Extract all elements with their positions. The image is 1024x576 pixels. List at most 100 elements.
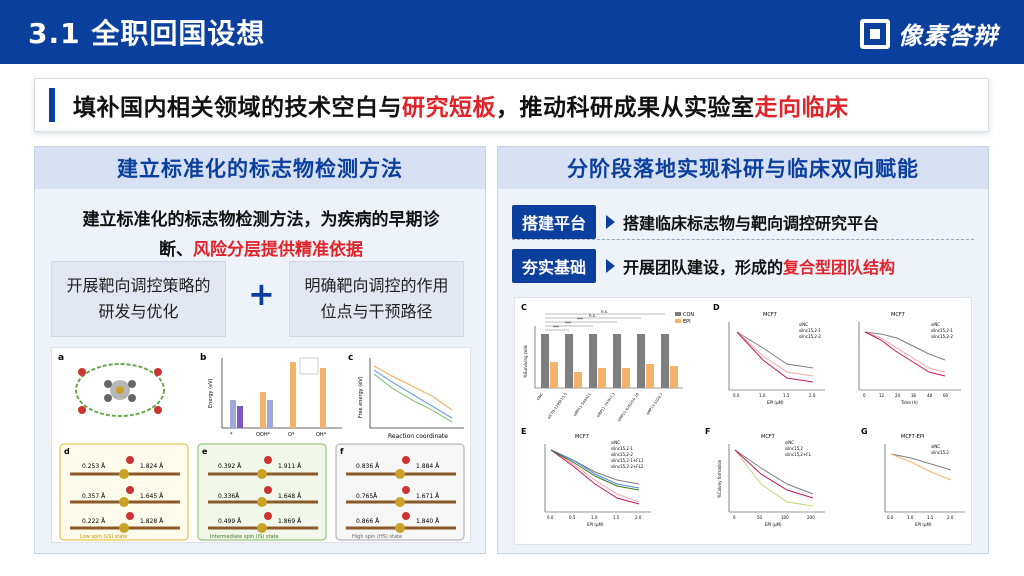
fig-label-a: a [58,353,64,363]
arrow-right-icon [606,259,616,273]
strategy-card: 开展靶向调控策略的 研发与优化 [51,261,226,337]
panel-label-c: C [521,303,527,312]
left-panel-title: 建立标准化的标志物检测方法 [35,147,485,189]
d2-legend-1: siNC [931,322,940,327]
e-xtick: 1.0 [591,515,598,520]
e-legend-4: silnc15,2-1+FL1 [611,458,644,463]
banner-part1: 填补国内相关领域的技术空白与 [73,95,402,121]
arrow-right-icon [606,215,616,229]
c-legend-con: CON [683,312,694,318]
banner-highlight-1: 研究短板 [402,95,496,121]
d-legend-3: silnc15,2-2 [799,334,821,339]
c-sig-4: *** [565,321,571,326]
panel-label-f: F [705,427,710,436]
molecular-figure: a b Energy [51,347,471,543]
f-xtick: 100 [781,515,789,520]
target-card: 明确靶向调控的作用 位点与干预路径 [289,261,464,337]
g-xtick: 1.5 [927,515,934,520]
hs-value-4: 1.671 Å [416,493,440,500]
c-xtick: siCTD-2299F15.5 [547,392,568,420]
f-legend-1: siNC [785,440,794,445]
d2-xtick: 12 [879,393,885,398]
e-xtick: 1.5 [613,515,620,520]
foundation-text: 开展团队建设，形成的复合型团队结构 [623,254,895,278]
logo-icon [860,18,890,49]
banner-accent-bar [49,88,55,122]
panel-label-g: G [861,427,868,436]
d2-xlabel: Time (h) [900,400,918,405]
epi-resistant-line-chart [884,444,965,513]
right-panel-title: 分阶段落地实现科研与临床双向赋能 [498,147,988,189]
e-xlabel: EPI (μM) [587,522,604,527]
right-panel: 分阶段落地实现科研与临床双向赋能 搭建平台 搭建临床标志物与靶向调控研究平台 夯… [497,146,989,554]
d2-title: MCF7 [891,312,905,318]
d-xlabel: EPI (μM) [767,400,784,405]
e-title: MCF7 [575,434,589,440]
brand-logo: 像素答辩 [860,16,998,51]
banner-text: 填补国内相关领域的技术空白与研究短板，推动科研成果从实验室走向临床 [73,88,849,122]
f-title: MCF7 [761,434,775,440]
e-xtick: 0.0 [547,515,554,520]
hs-state-box [335,443,465,541]
ls-value-2: 1.824 Å [140,463,164,470]
fig-label-d: d [64,447,70,456]
foundation-tag: 夯实基础 [512,249,597,283]
hs-value-6: 1.840 Å [416,518,440,525]
target-card-line1: 明确靶向调控的作用 [304,276,449,295]
d2-xtick: 24 [895,393,901,398]
f-xtick: 200 [807,515,815,520]
banner-part2: ，推动科研成果从实验室 [496,95,755,121]
knockdown-bar-chart [534,313,683,389]
energy-bar-chart [221,357,342,429]
hs-value-3: 0.765Å [356,493,378,500]
fig-label-e: e [202,447,208,456]
catalytic-cycle-icon [75,363,165,417]
is-value-6: 1.869 Å [278,518,302,525]
d2-legend-2: silnc15,2-1 [931,328,953,333]
d-xtick: 2.0 [809,393,816,398]
foundation-row: 夯实基础 开展团队建设，形成的复合型团队结构 [512,249,895,283]
is-value-1: 0.392 Å [218,463,242,470]
hs-value-5: 0.866 Å [356,518,380,525]
b-ylabel: Energy (eV) [208,378,214,408]
ls-value-1: 0.253 Å [82,463,106,470]
d-legend-2: silnc15,2-1 [799,328,821,333]
survival-figure-svg: C n.s. n.s. *** *** *** CO [521,303,965,527]
hs-caption: High spin (HS) state [352,534,402,540]
g-xtick: 2.0 [947,515,954,520]
g-legend-1: siNC [931,444,940,449]
foundation-text-part: 开展团队建设，形成的 [623,258,784,277]
d-legend-1: siNC [799,322,808,327]
ls-value-5: 0.222 Å [82,518,106,525]
c-xtick: siNC [536,392,544,401]
c-legend-swatch-con [675,312,681,316]
c-xtick: siRP11-4250/10.16 [617,392,640,423]
c-xticks: siNC siCTD-2299F15.5 siRP11-544A11 siRP1… [536,392,664,423]
is-caption: Intermediate spin (IS) state [210,534,279,540]
rescue-line-chart [544,444,651,513]
ls-caption: Low spin (LS) state [80,534,127,540]
survival-figure: C n.s. n.s. *** *** *** CO [514,297,972,545]
panel-label-d: D [713,303,720,312]
c-legend-epi: EPI [683,319,691,325]
e-xtick: 0.5 [569,515,576,520]
d-xtick: 1.0 [759,393,766,398]
is-value-4: 1.648 Å [278,493,302,500]
e-legend-1: siNC [611,440,620,445]
fig-label-b: b [200,353,207,363]
c-sig-3: *** [577,317,583,322]
summary-banner: 填补国内相关领域的技术空白与研究短板，推动科研成果从实验室走向临床 [34,78,989,132]
c-sig-2: n.s. [589,313,596,318]
e-legend-2: silnc15,2-1 [611,446,633,451]
desc-line-2-highlight: 风险分层提供精准依据 [193,240,363,260]
c-sig-1: n.s. [601,309,608,314]
ls-value-4: 1.645 Å [140,493,164,500]
time-line-chart [858,322,961,391]
logo-text: 像素答辩 [898,22,998,50]
g-legend-2: silnc15,2 [931,450,949,455]
d-title: MCF7 [763,312,777,318]
panel-label-e: E [521,427,526,436]
d2-xtick: 60 [943,393,949,398]
platform-text: 搭建临床标志物与靶向调控研究平台 [623,214,880,233]
e-xtick: 2.0 [635,515,642,520]
